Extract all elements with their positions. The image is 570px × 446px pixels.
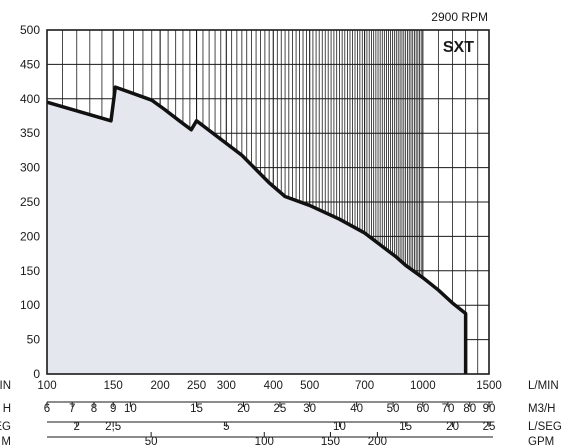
x-tick-label: 90 <box>483 403 496 415</box>
x-axis-unit-left: H <box>3 403 11 415</box>
x-tick-label: 15 <box>190 403 203 415</box>
x-axis-m3-h: 6 7 8 9 10 15 20 25 30 40 50 60 70 80 90 M3/H H <box>3 401 555 415</box>
x-tick-label: 300 <box>217 380 236 392</box>
y-tick-label: 300 <box>20 161 40 175</box>
y-tick-label: 200 <box>20 229 40 243</box>
y-tick-label: 500 <box>20 23 40 37</box>
y-tick-label: 0 <box>33 367 40 381</box>
x-tick-label: 700 <box>355 380 374 392</box>
x-tick-label: 1500 <box>476 380 502 392</box>
x-tick-label: 70 <box>442 403 455 415</box>
y-tick-label: 350 <box>20 126 40 140</box>
y-tick-label: 100 <box>20 298 40 312</box>
x-axis-unit-left: IN <box>0 380 11 392</box>
chart-title: SXT <box>443 39 474 56</box>
x-tick-label: 25 <box>483 421 496 433</box>
y-tick-label: 400 <box>20 92 40 106</box>
x-tick-label: 40 <box>350 403 363 415</box>
x-tick-label: 250 <box>187 380 206 392</box>
chart-subtitle: 2900 RPM <box>431 10 488 24</box>
y-tick-label: 250 <box>20 195 40 209</box>
x-tick-label: 25 <box>274 403 287 415</box>
x-tick-label: 150 <box>104 380 123 392</box>
x-tick-label: 100 <box>37 380 56 392</box>
x-tick-label: 2,5 <box>105 421 121 433</box>
x-axes: 100 150 200 250 300 400 500 700 1000 1500 L/MININ6… <box>0 380 562 446</box>
x-tick-label: 7 <box>69 403 75 415</box>
x-axis-unit-left: EG <box>0 421 11 433</box>
plot-frame <box>46 29 490 375</box>
x-tick-label: 30 <box>303 403 316 415</box>
x-tick-label: 10 <box>124 403 137 415</box>
x-axis-unit-left: M <box>1 436 11 446</box>
x-tick-label: 6 <box>44 403 50 415</box>
x-tick-label: 10 <box>333 421 346 433</box>
y-axis: 0 50 100 150 200 250 300 350 400 450 500 <box>20 23 40 381</box>
x-tick-label: 500 <box>300 380 319 392</box>
x-tick-label: 200 <box>151 380 170 392</box>
x-tick-label: 100 <box>255 436 274 446</box>
x-axis-l-seg: 2 2,5 5 10 15 20 25 L/SEG EG <box>0 421 562 433</box>
x-tick-label: 9 <box>110 403 116 415</box>
curve-area <box>47 87 466 374</box>
x-axis-l-min: 100 150 200 250 300 400 500 700 1000 1500 L/MIN IN <box>0 380 559 392</box>
x-tick-label: 1000 <box>410 380 436 392</box>
performance-curve <box>46 85 468 374</box>
x-tick-label: 150 <box>321 436 340 446</box>
x-tick-label: 80 <box>463 403 476 415</box>
x-tick-label: 8 <box>91 403 97 415</box>
x-tick-label: 50 <box>387 403 400 415</box>
y-tick-label: 450 <box>20 57 40 71</box>
x-tick-label: 60 <box>416 403 429 415</box>
x-tick-label: 50 <box>145 436 158 446</box>
x-tick-label: 20 <box>237 403 250 415</box>
y-tick-label: 150 <box>20 264 40 278</box>
y-tick-label: 50 <box>27 333 41 347</box>
x-axis-unit: L/SEG <box>528 421 562 433</box>
x-axis-gpm: 50 100 150 200 GPM M <box>1 432 554 446</box>
x-tick-label: 200 <box>368 436 387 446</box>
x-axis-unit: L/MIN <box>528 380 559 392</box>
x-tick-label: 400 <box>264 380 283 392</box>
x-axis-unit: M3/H <box>528 403 555 415</box>
x-tick-label: 2 <box>74 421 80 433</box>
x-tick-label: 20 <box>446 421 459 433</box>
x-tick-label: 5 <box>223 421 229 433</box>
x-tick-label: 15 <box>399 421 412 433</box>
x-axis-unit: GPM <box>528 436 554 446</box>
